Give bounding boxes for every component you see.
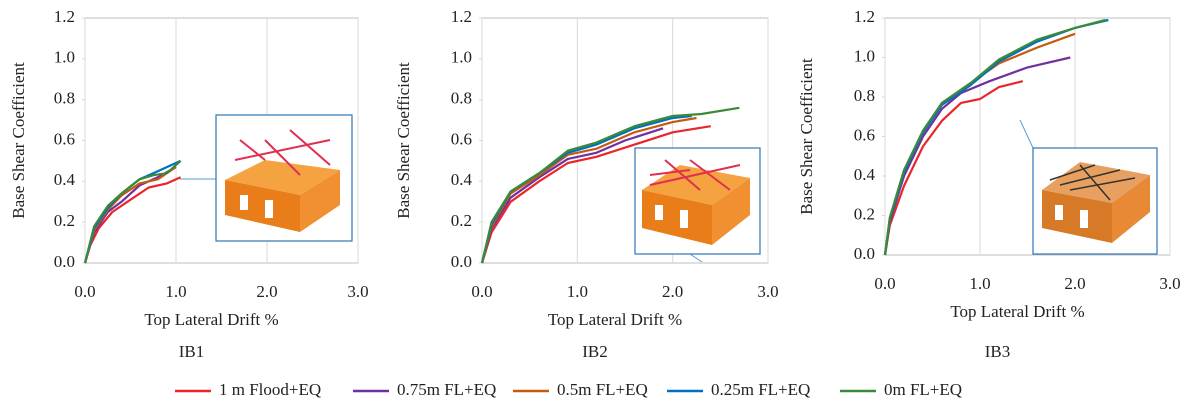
y-tick-label: 0.2 — [451, 211, 472, 230]
y-tick-label: 1.2 — [451, 7, 472, 26]
y-tick-label: 0.8 — [451, 89, 472, 108]
y-tick-label: 0.0 — [854, 244, 875, 263]
y-axis-label: Base Shear Coefficient — [797, 58, 816, 215]
y-tick-label: 0.4 — [451, 170, 473, 189]
curve — [85, 167, 176, 263]
curve — [85, 161, 181, 263]
x-tick-label: 1.0 — [969, 274, 990, 293]
y-tick-label: 0.6 — [451, 129, 472, 148]
chart-title: IB2 — [582, 342, 608, 361]
legend-label: 1 m Flood+EQ — [219, 380, 321, 399]
x-axis-label: Top Lateral Drift % — [144, 310, 278, 329]
y-tick-label: 1.0 — [54, 48, 75, 67]
x-tick-label: 1.0 — [165, 282, 186, 301]
x-tick-label: 2.0 — [1064, 274, 1085, 293]
legend-label: 0.25m FL+EQ — [711, 380, 810, 399]
y-tick-label: 1.0 — [854, 46, 875, 65]
curve — [85, 161, 181, 263]
inset-ib1 — [180, 115, 352, 241]
y-tick-label: 1.2 — [54, 7, 75, 26]
y-tick-label: 0.8 — [54, 89, 75, 108]
y-axis-label: Base Shear Coefficient — [394, 62, 413, 219]
legend-label: 0.5m FL+EQ — [557, 380, 648, 399]
x-tick-label: 0.0 — [874, 274, 895, 293]
y-tick-label: 0.8 — [854, 86, 875, 105]
x-tick-label: 2.0 — [662, 282, 683, 301]
x-tick-label: 2.0 — [256, 282, 277, 301]
legend: 1 m Flood+EQ 0.75m FL+EQ 0.5m FL+EQ 0.25m F… — [175, 380, 962, 399]
x-axis-label: Top Lateral Drift % — [548, 310, 682, 329]
x-tick-label: 0.0 — [471, 282, 492, 301]
chart-title: IB3 — [985, 342, 1011, 361]
y-axis-label: Base Shear Coefficient — [9, 62, 28, 219]
inset-ib2 — [635, 148, 760, 262]
charts: 0.0 1.0 2.0 3.0 0.0 0.2 0.4 0.6 0.8 1.0 1.2 Top Lat… — [9, 7, 1181, 399]
y-tick-label: 0.6 — [854, 125, 875, 144]
inset-ib3 — [1020, 120, 1157, 254]
y-tick-label: 0.2 — [54, 211, 75, 230]
x-tick-label: 3.0 — [757, 282, 778, 301]
curve — [85, 167, 176, 263]
y-tick-label: 0.4 — [854, 165, 876, 184]
x-tick-label: 3.0 — [1159, 274, 1180, 293]
y-tick-label: 1.0 — [451, 48, 472, 67]
x-tick-label: 1.0 — [567, 282, 588, 301]
legend-label: 0m FL+EQ — [884, 380, 962, 399]
y-tick-label: 0.0 — [451, 252, 472, 271]
x-tick-label: 3.0 — [347, 282, 368, 301]
figure: 0.0 1.0 2.0 3.0 0.0 0.2 0.4 0.6 0.8 1.0 1.2 Top Lat… — [0, 0, 1196, 409]
y-tick-label: 0.0 — [54, 252, 75, 271]
chart-title: IB1 — [179, 342, 205, 361]
y-tick-label: 0.2 — [854, 204, 875, 223]
legend-label: 0.75m FL+EQ — [397, 380, 496, 399]
y-tick-label: 1.2 — [854, 7, 875, 26]
x-axis-label: Top Lateral Drift % — [950, 302, 1084, 321]
y-tick-label: 0.4 — [54, 170, 76, 189]
y-tick-label: 0.6 — [54, 129, 75, 148]
x-tick-label: 0.0 — [74, 282, 95, 301]
